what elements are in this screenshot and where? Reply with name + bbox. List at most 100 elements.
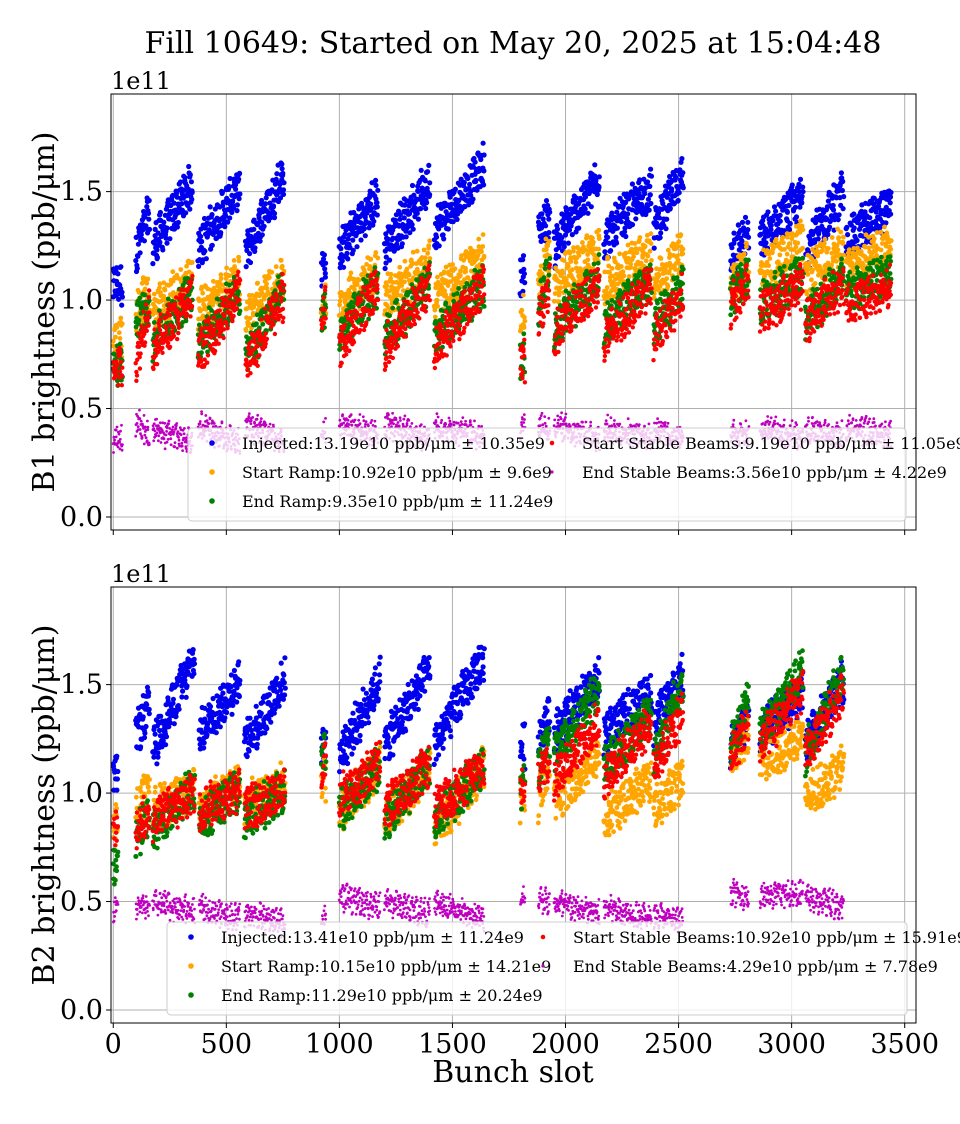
data-point [830, 235, 835, 240]
data-point [542, 275, 547, 280]
data-point [678, 232, 683, 237]
data-point [371, 219, 376, 224]
data-point [280, 166, 285, 171]
data-point [648, 192, 653, 197]
data-point [166, 297, 171, 302]
data-point [809, 277, 814, 282]
data-point [375, 212, 380, 217]
data-point [888, 247, 893, 252]
data-point [631, 254, 636, 259]
data-point [150, 261, 155, 266]
data-point [248, 260, 253, 265]
data-point [210, 243, 215, 248]
data-point [521, 253, 526, 258]
data-point [235, 202, 240, 207]
data-point [373, 250, 378, 255]
data-point [663, 226, 668, 231]
data-point [397, 265, 402, 270]
data-point [338, 299, 343, 304]
data-point [446, 226, 451, 231]
data-point [244, 328, 249, 333]
data-point [350, 238, 355, 243]
data-point [442, 288, 447, 293]
data-point [798, 177, 803, 182]
data-point [218, 230, 223, 235]
data-point [786, 203, 791, 208]
data-point [274, 264, 279, 269]
data-point [836, 235, 841, 240]
data-point [793, 205, 798, 210]
data-point [800, 189, 805, 194]
data-point [373, 178, 378, 183]
data-point [479, 249, 484, 254]
data-point [845, 232, 850, 237]
data-point [836, 217, 841, 222]
data-point [545, 243, 550, 248]
data-point [236, 177, 241, 182]
data-point [237, 171, 242, 176]
data-point [426, 163, 431, 168]
data-point [546, 217, 551, 222]
data-point [280, 171, 285, 176]
data-point [605, 285, 610, 290]
data-point [562, 258, 567, 263]
data-point [519, 308, 524, 313]
data-point [648, 201, 653, 206]
data-point [522, 271, 527, 276]
data-point [358, 237, 363, 242]
data-point [322, 252, 327, 257]
data-point [577, 253, 582, 258]
data-point [222, 224, 227, 229]
data-point [375, 188, 380, 193]
data-point [676, 239, 681, 244]
data-point [521, 267, 526, 272]
data-point [815, 287, 820, 292]
data-point [252, 245, 257, 250]
data-point [442, 270, 447, 275]
data-point [481, 232, 486, 237]
data-point [357, 278, 362, 283]
data-point [615, 226, 620, 231]
data-point [482, 254, 487, 259]
data-point [167, 236, 172, 241]
data-point [879, 255, 884, 260]
data-point [368, 257, 373, 262]
data-point [816, 236, 821, 241]
data-point [621, 269, 626, 274]
data-point [623, 251, 628, 256]
data-point [196, 264, 201, 269]
data-point [338, 246, 343, 251]
data-point [186, 164, 191, 169]
data-point [782, 264, 787, 269]
data-point [354, 244, 359, 249]
data-point [183, 210, 188, 215]
data-point [404, 234, 409, 239]
data-point [888, 194, 893, 199]
data-point [619, 264, 624, 269]
data-point [605, 255, 610, 260]
data-point [746, 235, 751, 240]
data-point [465, 176, 470, 181]
data-point [800, 185, 805, 190]
data-point [117, 330, 122, 335]
data-point [411, 227, 416, 232]
data-point [822, 241, 827, 246]
data-point [147, 198, 152, 203]
data-point [680, 281, 685, 286]
data-point [676, 198, 681, 203]
data-point [425, 169, 430, 174]
data-point [800, 246, 805, 251]
data-point [592, 162, 597, 167]
data-point [668, 206, 673, 211]
data-point [766, 263, 771, 268]
data-point [731, 231, 736, 236]
data-point [781, 235, 786, 240]
data-point [118, 316, 123, 321]
data-point [614, 240, 619, 245]
data-point [781, 240, 786, 245]
data-point [118, 342, 123, 347]
data-point [649, 231, 654, 236]
data-point [267, 275, 272, 280]
data-point [119, 290, 124, 295]
data-point [344, 251, 349, 256]
